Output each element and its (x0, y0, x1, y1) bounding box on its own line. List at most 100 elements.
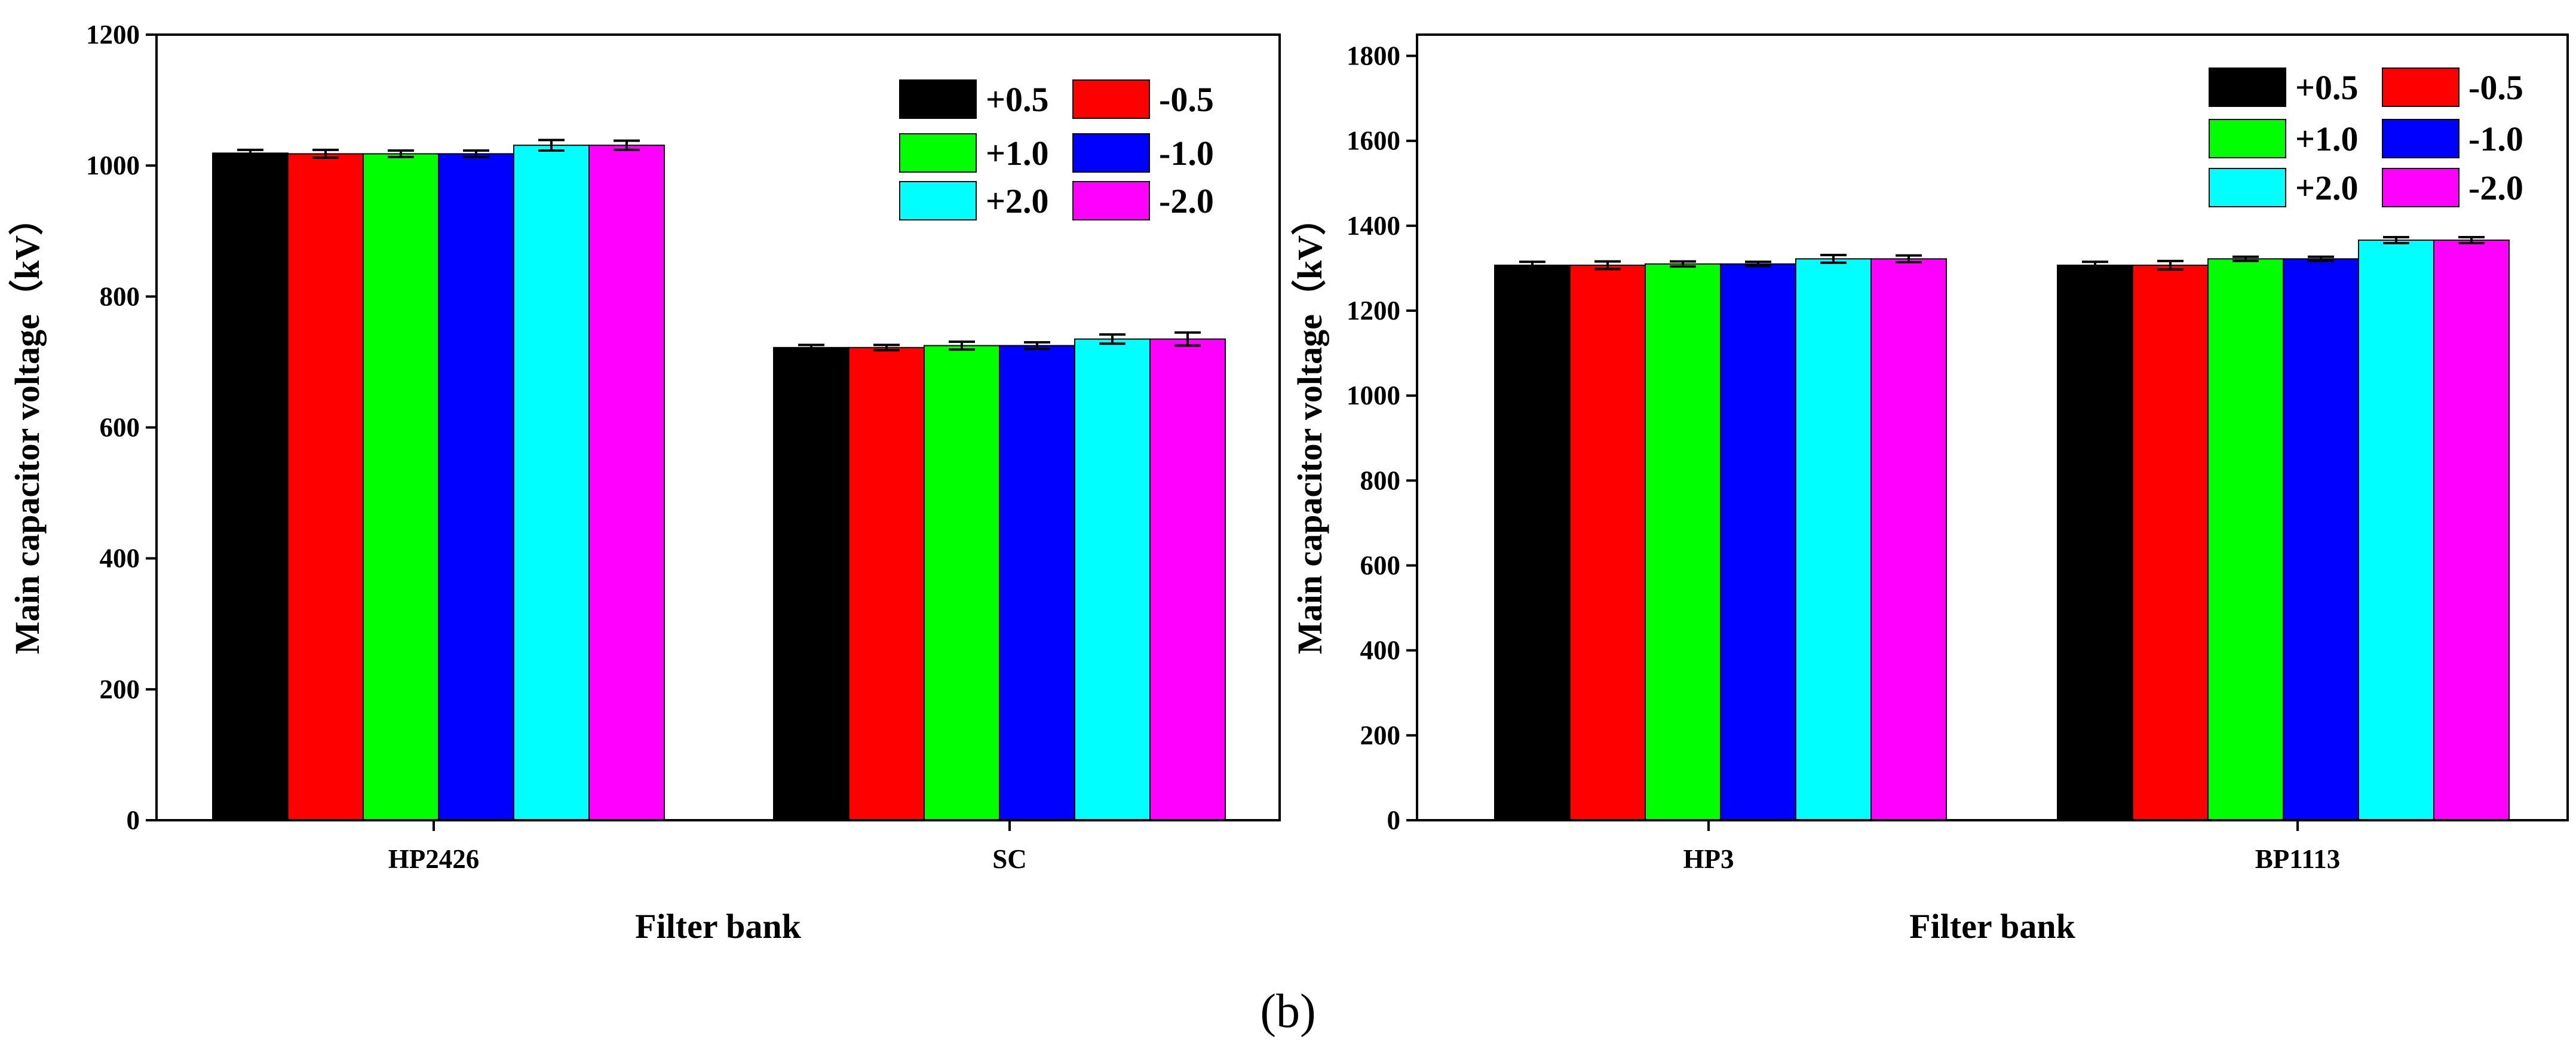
legend-label: +0.5 (2295, 68, 2359, 107)
chart1-plot-frame (1416, 33, 2569, 821)
chart0-errorbar-HP2426-+0.5 (237, 148, 263, 158)
chart1-ytick-label: 200 (1360, 720, 1401, 750)
chart0-xtick-label: HP2426 (388, 844, 480, 874)
chart1-errorbar-HP3-+0.5 (1519, 260, 1545, 270)
chart0-legend: +0.5 -0.5 +1.0 -1.0 +2.0 -2.0 (899, 79, 1214, 220)
chart1-bar-HP3--1.0 (1720, 263, 1796, 821)
chart0-errorbar-SC-+0.5 (798, 344, 824, 352)
chart0-bar-SC--2.0 (1149, 338, 1226, 821)
chart0-xtick-label: SC (992, 844, 1027, 874)
chart0-y-axis-title: Main capacitor voltage（kV） (8, 201, 47, 654)
chart0-bar-SC-+0.5 (773, 346, 850, 821)
chart1-errorbar-HP3-+1.0 (1670, 260, 1696, 268)
chart1-ytick-label: 400 (1360, 636, 1401, 666)
chart1-xtick-label: BP1113 (2255, 844, 2341, 874)
chart1-bar-BP1113--0.5 (2132, 264, 2209, 821)
legend-label: +2.0 (2295, 168, 2359, 207)
legend-label: -2.0 (2468, 168, 2523, 207)
chart1-ytick-label: 600 (1360, 551, 1401, 581)
chart1-bar-BP1113-+1.0 (2207, 258, 2284, 821)
chart1-x-axis-title: Filter bank (1909, 907, 2075, 946)
chart0-ytick-label: 1200 (86, 20, 140, 50)
chart1-errorbar-BP1113-+2.0 (2383, 236, 2409, 245)
legend-item-+0.5: +0.5 (2209, 68, 2359, 107)
legend-item--1.0: -1.0 (1072, 133, 1214, 173)
chart0-x-axis-title: Filter bank (635, 907, 801, 946)
chart0-errorbar-HP2426--2.0 (614, 139, 640, 151)
chart1-bar-BP1113--1.0 (2283, 258, 2359, 821)
chart1-ytick-label: 0 (1387, 805, 1401, 835)
chart1-ytick-label: 800 (1360, 465, 1401, 495)
legend-swatch (2382, 68, 2460, 107)
chart0-bar-SC--0.5 (848, 346, 925, 821)
chart0-ytick-label: 600 (100, 413, 140, 443)
legend-item--0.5: -0.5 (2382, 68, 2523, 107)
chart0-errorbar-HP2426-+1.0 (388, 149, 414, 158)
chart1-bar-HP3-+0.5 (1494, 264, 1571, 821)
legend-swatch (899, 133, 977, 173)
chart1-errorbar-BP1113--1.0 (2308, 255, 2334, 262)
chart1-errorbar-BP1113--0.5 (2157, 259, 2184, 271)
legend-swatch (899, 79, 977, 119)
chart1-bar-BP1113--2.0 (2433, 240, 2510, 821)
legend-label: +0.5 (986, 80, 1049, 119)
chart0-bar-HP2426--2.0 (588, 145, 665, 821)
chart1-errorbar-BP1113-+0.5 (2082, 260, 2108, 270)
chart1-legend: +0.5 -0.5 +1.0 -1.0 +2.0 -2.0 (2209, 68, 2523, 207)
chart1-ytick-label: 1200 (1347, 296, 1400, 326)
legend-swatch (1072, 79, 1150, 119)
chart0-errorbar-SC-+1.0 (949, 340, 975, 351)
legend-item-+0.5: +0.5 (899, 79, 1049, 119)
legend-swatch (2382, 119, 2460, 158)
chart0-bar-HP2426--0.5 (287, 153, 364, 821)
chart-panel-left: 0 200 400 600 800 1000 1200 HP2426 SC Filter bank… (8, 20, 1281, 946)
chart0-errorbar-SC--1.0 (1024, 341, 1050, 350)
legend-item--2.0: -2.0 (1072, 181, 1214, 220)
legend-swatch (2209, 68, 2286, 107)
chart1-xtick-label: HP3 (1683, 844, 1734, 874)
chart1-ytick-label: 1600 (1347, 126, 1400, 156)
chart1-bar-HP3--0.5 (1569, 264, 1646, 821)
chart0-errorbar-SC-+2.0 (1099, 333, 1126, 345)
chart1-errorbar-HP3--2.0 (1896, 254, 1922, 263)
chart0-bar-HP2426--1.0 (438, 153, 514, 821)
chart0-bar-HP2426-+1.0 (363, 153, 439, 821)
chart0-bar-HP2426-+2.0 (513, 145, 590, 821)
chart1-ytick-label: 1800 (1347, 41, 1400, 71)
chart1-errorbar-BP1113-+1.0 (2232, 255, 2259, 262)
chart0-errorbar-HP2426-+2.0 (538, 139, 565, 152)
legend-item-+1.0: +1.0 (2209, 119, 2359, 158)
legend-swatch (2209, 119, 2286, 158)
chart0-errorbar-SC--2.0 (1174, 331, 1201, 347)
chart0-bar-SC-+2.0 (1074, 338, 1151, 821)
chart0-errorbar-SC--0.5 (873, 344, 900, 352)
legend-swatch (1072, 181, 1150, 220)
legend-label: +1.0 (2295, 119, 2359, 158)
chart1-ytick-label: 1400 (1347, 211, 1400, 241)
chart0-ytick-label: 0 (127, 805, 140, 835)
chart1-bar-BP1113-+0.5 (2057, 264, 2133, 821)
chart0-ytick-label: 800 (100, 281, 140, 311)
chart1-errorbar-HP3-+2.0 (1820, 253, 1847, 264)
chart1-y-axis-title: Main capacitor voltage（kV） (1290, 201, 1329, 654)
legend-swatch (1072, 133, 1150, 173)
chart1-bar-HP3-+1.0 (1645, 263, 1721, 821)
legend-label: +2.0 (986, 182, 1049, 220)
chart1-errorbar-HP3--0.5 (1594, 260, 1621, 271)
legend-swatch (2209, 168, 2286, 207)
legend-item-+1.0: +1.0 (899, 133, 1049, 173)
chart-panel-right: 0 200 400 600 800 1000 1200 1400 1600 1800 HP3 BP11… (1290, 33, 2569, 946)
legend-label: -1.0 (2468, 119, 2523, 158)
chart1-bar-BP1113-+2.0 (2358, 240, 2434, 821)
legend-item--1.0: -1.0 (2382, 119, 2523, 158)
chart1-bar-HP3--2.0 (1870, 258, 1947, 821)
legend-item-+2.0: +2.0 (899, 181, 1049, 220)
chart1-bar-HP3-+2.0 (1795, 258, 1872, 821)
legend-item--2.0: -2.0 (2382, 168, 2523, 207)
chart0-bar-SC-+1.0 (924, 345, 1000, 821)
legend-item-+2.0: +2.0 (2209, 168, 2359, 207)
legend-label: -2.0 (1159, 182, 1214, 220)
chart1-errorbar-HP3--1.0 (1745, 260, 1771, 268)
chart0-ytick-label: 400 (100, 544, 140, 574)
